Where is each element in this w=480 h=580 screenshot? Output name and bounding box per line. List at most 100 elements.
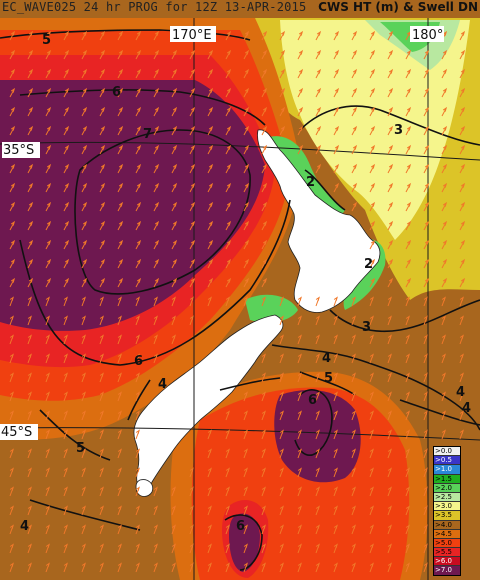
swell-arrow [387,239,394,250]
swell-arrow [405,277,412,288]
swell-arrow [351,372,356,383]
swell-arrow [441,87,448,98]
contour-label: 5 [42,33,51,48]
swell-arrow [99,486,104,497]
contour-label-group: 5 6 7 3 2 2 3 4 5 6 6 4 5 4 4 6 4 [20,33,471,534]
swell-arrow [9,315,14,326]
swell-arrow [423,258,430,269]
zone-7m-south2 [229,513,260,572]
swell-arrow [351,391,356,402]
swell-arrow [99,505,104,516]
swell-arrow [351,68,358,79]
swell-arrow [63,258,70,269]
swell-arrow [261,410,266,421]
swell-arrow [243,448,248,459]
swell-arrow [189,467,194,478]
swell-arrow [117,49,124,60]
swell-arrow [441,106,448,117]
swell-arrow [135,562,140,573]
swell-arrow [279,30,286,41]
swell-arrow [27,258,34,269]
swell-arrow [63,87,70,98]
swell-arrow [135,391,140,402]
north-island [257,129,381,313]
swell-arrow [189,163,196,174]
contour-label: 3 [362,320,371,335]
swell-arrow [135,30,142,41]
swell-arrow [207,87,214,98]
swell-arrow [99,163,106,174]
swell-arrow [81,144,88,155]
swell-arrow [189,543,194,554]
swell-arrow [171,220,178,231]
swell-arrow [315,334,320,345]
swell-arrow [387,68,394,79]
swell-arrow [423,68,430,79]
contour-label: 6 [112,85,121,100]
swell-arrow [99,410,104,421]
swell-arrow [423,410,428,421]
swell-arrow [117,334,122,345]
swell-arrow [63,543,68,554]
legend-swatch: >4.0 [434,520,460,529]
map-title: EC_WAVE025 24 hr PROG for 12Z 13-APR-201… [2,0,307,14]
swell-arrow [459,258,466,269]
swell-arrow [171,524,176,535]
swell-arrow [117,30,124,41]
swell-arrow [243,239,250,250]
swell-arrow [9,87,16,98]
legend-row: >2.0 [434,483,460,493]
swell-arrow [405,353,410,364]
swell-arrow [99,562,104,573]
swell-arrow [243,467,248,478]
swell-arrow [9,201,16,212]
swell-arrow [405,562,410,573]
swell-arrow [9,505,14,516]
color-legend: >0.0 >0.5 >1.0 >1.5 >2.0 >2.5 >3.0 >3.5 >4.0 >4.5… [433,446,461,576]
swell-arrow [243,410,248,421]
swell-arrow [207,220,214,231]
swell-arrow [135,125,142,136]
swell-arrow [423,220,430,231]
swell-arrow [369,30,376,41]
swell-arrow [99,220,106,231]
swell-arrow [45,220,52,231]
swell-arrow [297,391,302,402]
swell-arrow [81,182,88,193]
swell-arrow [9,182,16,193]
swell-arrow [207,277,214,288]
swell-arrow [45,125,52,136]
swell-arrow [117,106,124,117]
swell-arrow [441,353,446,364]
swell-arrow [297,410,302,421]
swell-arrow [279,125,286,136]
swell-arrow [9,486,14,497]
swell-arrow [261,163,268,174]
swell-arrow [225,277,232,288]
swell-arrow [387,30,394,41]
swell-arrow [63,30,70,41]
swell-arrow [243,30,250,41]
swell-arrow [297,562,302,573]
swell-arrow [351,429,356,440]
swell-arrow [117,543,122,554]
swell-arrow [423,201,430,212]
swell-arrow [189,505,194,516]
contour-label: 6 [134,354,143,369]
swell-arrow [9,543,14,554]
swell-arrow [135,448,140,459]
swell-arrow [405,163,412,174]
swell-arrow [405,334,410,345]
swell-arrow [423,334,428,345]
swell-arrow [153,30,160,41]
swell-arrow [45,448,50,459]
swell-arrow [9,353,14,364]
swell-arrow [243,562,248,573]
swell-arrow [135,49,142,60]
swell-arrow [333,353,338,364]
swell-arrow [63,562,68,573]
swell-arrow [441,429,446,440]
swell-arrow [351,87,358,98]
swell-arrow [171,562,176,573]
swell-arrow [117,505,122,516]
